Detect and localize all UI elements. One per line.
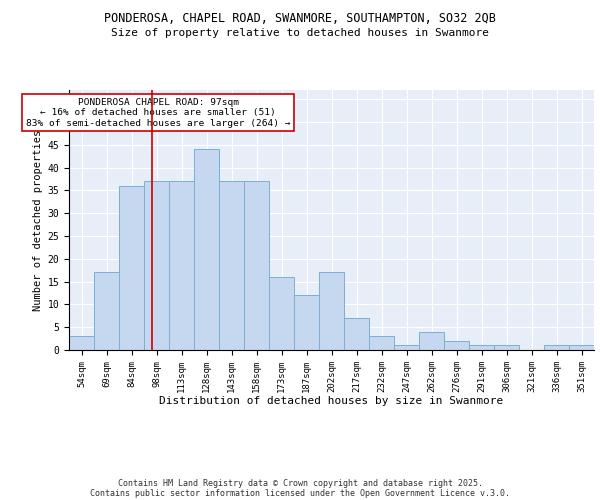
Text: Contains HM Land Registry data © Crown copyright and database right 2025.: Contains HM Land Registry data © Crown c… bbox=[118, 478, 482, 488]
X-axis label: Distribution of detached houses by size in Swanmore: Distribution of detached houses by size … bbox=[160, 396, 503, 406]
Bar bbox=[419, 332, 444, 350]
Bar bbox=[569, 346, 594, 350]
Bar bbox=[344, 318, 369, 350]
Bar bbox=[469, 346, 494, 350]
Bar bbox=[194, 150, 219, 350]
Bar bbox=[319, 272, 344, 350]
Bar bbox=[94, 272, 119, 350]
Bar bbox=[119, 186, 144, 350]
Text: PONDEROSA CHAPEL ROAD: 97sqm
← 16% of detached houses are smaller (51)
83% of se: PONDEROSA CHAPEL ROAD: 97sqm ← 16% of de… bbox=[26, 98, 290, 128]
Bar bbox=[494, 346, 519, 350]
Bar bbox=[269, 277, 294, 350]
Bar bbox=[169, 181, 194, 350]
Bar bbox=[544, 346, 569, 350]
Text: Size of property relative to detached houses in Swanmore: Size of property relative to detached ho… bbox=[111, 28, 489, 38]
Bar bbox=[444, 341, 469, 350]
Bar bbox=[369, 336, 394, 350]
Text: PONDEROSA, CHAPEL ROAD, SWANMORE, SOUTHAMPTON, SO32 2QB: PONDEROSA, CHAPEL ROAD, SWANMORE, SOUTHA… bbox=[104, 12, 496, 26]
Y-axis label: Number of detached properties: Number of detached properties bbox=[34, 130, 43, 310]
Bar bbox=[294, 296, 319, 350]
Bar bbox=[394, 346, 419, 350]
Bar bbox=[69, 336, 94, 350]
Text: Contains public sector information licensed under the Open Government Licence v.: Contains public sector information licen… bbox=[90, 488, 510, 498]
Bar bbox=[219, 181, 244, 350]
Bar bbox=[244, 181, 269, 350]
Bar bbox=[144, 181, 169, 350]
